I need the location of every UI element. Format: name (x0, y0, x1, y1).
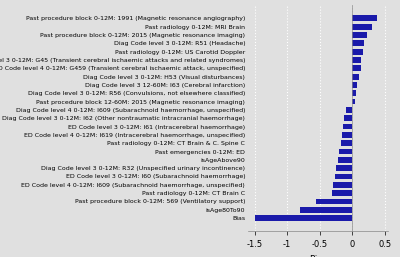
Bar (352, 74, 359, 79)
X-axis label: Bias: Bias (309, 255, 327, 257)
Bar (342, 132, 352, 138)
Bar (352, 24, 372, 30)
Bar (352, 32, 366, 38)
Bar (300, 207, 352, 213)
Bar (341, 140, 352, 146)
Bar (343, 124, 352, 130)
Bar (352, 40, 364, 46)
Bar (316, 199, 352, 204)
Bar (333, 182, 352, 188)
Bar (335, 173, 352, 179)
Bar (254, 215, 352, 221)
Bar (346, 107, 352, 113)
Bar (352, 65, 361, 71)
Bar (352, 15, 377, 21)
Bar (352, 99, 356, 105)
Bar (332, 190, 352, 196)
Bar (352, 82, 357, 88)
Bar (352, 57, 361, 63)
Bar (344, 115, 352, 121)
Bar (336, 165, 352, 171)
Bar (352, 90, 356, 96)
Bar (338, 157, 352, 163)
Bar (352, 49, 363, 54)
Bar (339, 149, 352, 154)
